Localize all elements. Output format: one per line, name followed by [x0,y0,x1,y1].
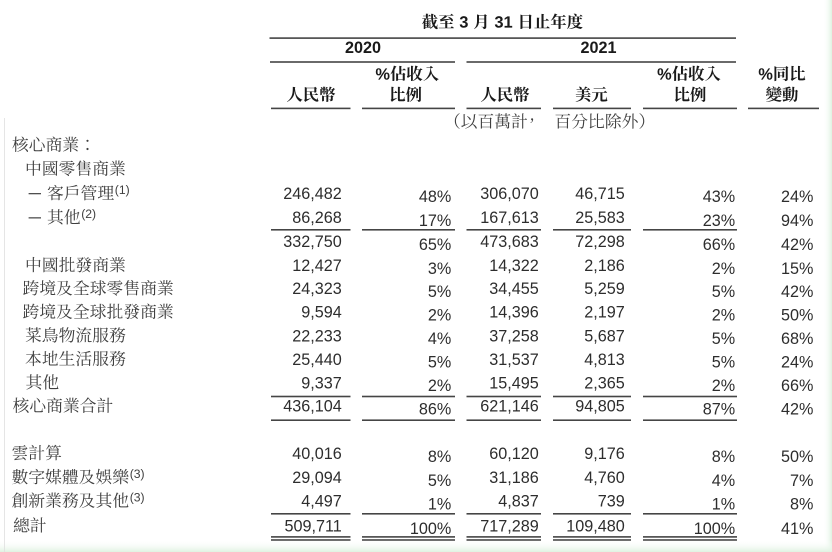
svg-text:100%: 100% [410,520,451,538]
svg-text:5%: 5% [428,472,451,490]
svg-text:3%: 3% [428,260,451,278]
svg-text:24,323: 24,323 [292,280,342,298]
svg-text:24%: 24% [781,354,813,372]
svg-text:2%: 2% [712,377,735,395]
svg-text:22,233: 22,233 [292,327,342,345]
svg-text:8%: 8% [428,448,451,466]
svg-text:4%: 4% [428,330,451,348]
svg-text:4,760: 4,760 [584,469,625,487]
svg-text:31,186: 31,186 [489,469,539,487]
svg-text:4%: 4% [712,472,735,490]
svg-text:50%: 50% [781,307,813,325]
svg-text:167,613: 167,613 [480,209,539,227]
svg-text:4,837: 4,837 [498,493,539,511]
svg-text:(3): (3) [130,467,145,481]
svg-text:42%: 42% [781,401,813,419]
svg-text:86%: 86% [419,401,451,419]
svg-text:9,176: 9,176 [584,445,625,463]
svg-text:2%: 2% [712,260,735,278]
svg-text:68%: 68% [781,330,813,348]
svg-text:(2): (2) [81,207,96,221]
svg-text:509,711: 509,711 [284,517,341,535]
svg-text:246,482: 246,482 [283,185,342,203]
svg-text:2,197: 2,197 [584,304,625,322]
svg-text:50%: 50% [781,448,813,466]
svg-text:2,365: 2,365 [584,374,625,392]
svg-text:7%: 7% [790,472,813,490]
svg-text:2%: 2% [428,377,451,395]
svg-text:23%: 23% [703,212,735,230]
svg-text:14,396: 14,396 [489,304,539,322]
svg-text:9,594: 9,594 [301,304,342,322]
svg-text:717,289: 717,289 [480,517,539,535]
svg-text:40,016: 40,016 [292,445,342,463]
svg-text:(1): (1) [115,183,130,197]
svg-text:46,715: 46,715 [575,185,625,203]
svg-text:41%: 41% [781,520,813,538]
svg-text:5%: 5% [712,283,735,301]
svg-text:87%: 87% [703,401,735,419]
svg-text:94%: 94% [781,212,813,230]
svg-text:1%: 1% [712,495,735,513]
svg-text:8%: 8% [712,448,735,466]
svg-text:29,094: 29,094 [292,469,342,487]
svg-text:72,298: 72,298 [575,233,625,251]
svg-text:332,750: 332,750 [283,233,342,251]
svg-text:2020: 2020 [345,39,381,57]
svg-text:37,258: 37,258 [489,327,539,345]
svg-text:14,322: 14,322 [489,257,539,275]
svg-text:60,120: 60,120 [489,445,539,463]
svg-text:65%: 65% [419,236,451,254]
svg-text:4,497: 4,497 [301,493,342,511]
svg-text:306,070: 306,070 [480,185,539,203]
svg-text:473,683: 473,683 [480,233,539,251]
svg-text:66%: 66% [781,377,813,395]
svg-text:24%: 24% [781,188,813,206]
svg-text:(3): (3) [130,490,145,504]
svg-text:5%: 5% [712,354,735,372]
svg-text:25,440: 25,440 [292,351,342,369]
svg-text:5%: 5% [712,330,735,348]
svg-text:739: 739 [598,493,625,511]
svg-text:5,687: 5,687 [584,327,625,345]
svg-text:2,186: 2,186 [584,257,625,275]
svg-text:34,455: 34,455 [489,280,539,298]
svg-text:42%: 42% [781,283,813,301]
svg-text:31,537: 31,537 [489,351,539,369]
svg-text:100%: 100% [694,520,735,538]
svg-text:42%: 42% [781,236,813,254]
svg-text:621,146: 621,146 [480,398,539,416]
svg-text:1%: 1% [428,495,451,513]
svg-text:4,813: 4,813 [584,351,625,369]
svg-text:12,427: 12,427 [292,257,342,275]
svg-text:43%: 43% [703,188,735,206]
svg-text:86,268: 86,268 [292,209,342,227]
svg-text:5,259: 5,259 [584,280,625,298]
svg-text:9,337: 9,337 [301,374,342,392]
svg-text:48%: 48% [419,188,451,206]
svg-text:2%: 2% [712,307,735,325]
svg-text:15%: 15% [781,260,813,278]
svg-text:5%: 5% [428,283,451,301]
svg-text:2021: 2021 [580,39,616,57]
svg-text:109,480: 109,480 [566,517,625,535]
svg-text:8%: 8% [790,495,813,513]
svg-text:17%: 17% [419,212,451,230]
svg-text:2%: 2% [428,307,451,325]
svg-text:94,805: 94,805 [575,398,625,416]
svg-text:25,583: 25,583 [575,209,625,227]
svg-text:66%: 66% [703,236,735,254]
svg-text:15,495: 15,495 [489,374,539,392]
svg-text:436,104: 436,104 [283,398,342,416]
svg-text:5%: 5% [428,354,451,372]
